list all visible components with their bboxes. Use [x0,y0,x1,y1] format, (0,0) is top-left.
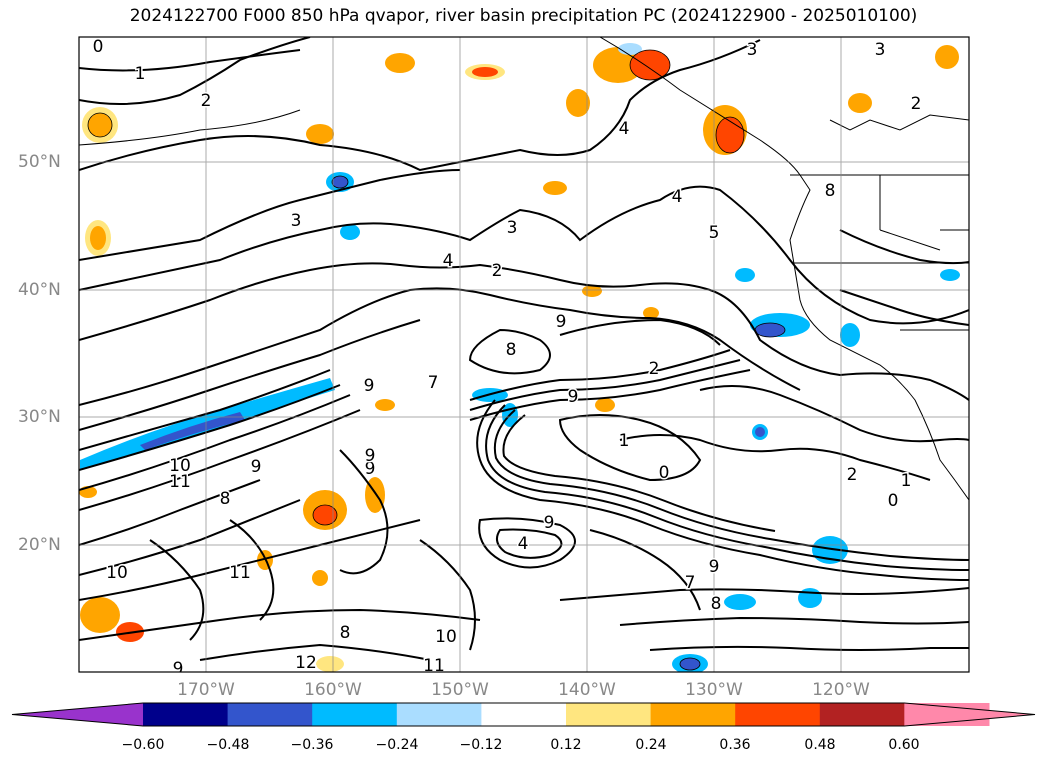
contour-label: 10 [169,456,191,476]
colorbar-segment [312,703,398,726]
lon-label-130w: 130°W [685,680,743,700]
colorbar-segment [227,703,313,726]
lon-label-140w: 140°W [558,680,616,700]
contour-label: 2 [492,261,503,281]
contour-label: 0 [659,463,670,483]
contour-label: 8 [711,594,722,614]
coastlines [79,37,969,501]
contour-label: 4 [619,119,630,139]
contour-label: 11 [169,472,191,492]
contour-label: 9 [251,457,262,477]
shading-outlines [87,49,786,671]
colorbar-segment [481,703,567,726]
map-frame [78,36,970,673]
colorbar-segment [819,703,905,726]
contour-label: 2 [649,359,660,379]
contour-label: 9 [544,513,555,533]
contour-label: 8 [340,623,351,643]
contour-label: 4 [672,187,683,207]
contour-label: 1 [901,471,912,491]
contour-label: 1 [135,64,146,84]
contour-label: 9 [364,376,375,396]
colorbar-segment [650,703,736,726]
colorbar-tick-label: 0.12 [550,737,582,753]
contour-label: 7 [428,373,439,393]
contour-label: 4 [518,534,529,554]
contour-label: 8 [220,489,231,509]
contour-label: 0 [93,37,104,57]
colorbar-outline [11,702,1036,727]
contour-label: 0 [888,491,899,511]
contour-label: 9 [173,659,184,679]
contour-label: 1 [619,431,630,451]
contour-label: 2 [201,91,212,111]
contour-label: 10 [435,627,457,647]
contour-label: 9 [709,557,720,577]
contour-label: 7 [685,573,696,593]
colorbar-tick-label: −0.12 [459,737,503,753]
colorbar [11,702,1036,727]
contour-label: 8 [506,340,517,360]
colorbar-extend-low [12,703,143,726]
colorbar-segment [396,703,482,726]
colorbar-segment [735,703,821,726]
contour-label: 3 [507,218,518,238]
colorbar-tick-label: 0.36 [719,737,751,753]
colorbar-tick-label: 0.48 [804,737,836,753]
contour-label: 3 [875,40,886,60]
lat-label-20n: 20°N [18,535,61,555]
contour-label: 9 [365,446,376,466]
colorbar-tick-label: −0.48 [206,737,250,753]
contour-label: 3 [291,211,302,231]
contour-label: 12 [295,653,317,673]
lat-label-40n: 40°N [18,280,61,300]
colorbar-tick-label: −0.60 [121,737,165,753]
map-title: 2024122700 F000 850 hPa qvapor, river ba… [129,6,918,26]
contour-label: 10 [106,563,128,583]
colorbar-segment [566,703,652,726]
contour-label: 8 [825,181,836,201]
contour-label: 9 [568,387,579,407]
contour-label: 2 [847,465,858,485]
contour-label: 5 [709,223,720,243]
qvapor-contours [79,37,969,661]
lon-label-150w: 150°W [431,680,489,700]
lon-label-120w: 120°W [812,680,870,700]
colorbar-tick-label: −0.24 [375,737,419,753]
colorbar-tick-label: 0.24 [635,737,667,753]
contour-label: 11 [229,563,251,583]
lat-label-30n: 30°N [18,407,61,427]
contour-label: 4 [443,251,454,271]
contour-label: 11 [423,656,445,676]
colorbar-segment [143,703,229,726]
contour-label: 9 [556,312,567,332]
lon-label-170w: 170°W [177,680,235,700]
contour-label: 2 [911,94,922,114]
colorbar-extend-high [904,703,1035,726]
contour-label: 3 [747,40,758,60]
graticule [79,37,969,672]
colorbar-tick-label: −0.36 [290,737,334,753]
lon-label-160w: 160°W [304,680,362,700]
contour-label: 9 [365,459,376,479]
colorbar-tick-label: 0.60 [888,737,920,753]
lat-label-50n: 50°N [18,152,61,172]
